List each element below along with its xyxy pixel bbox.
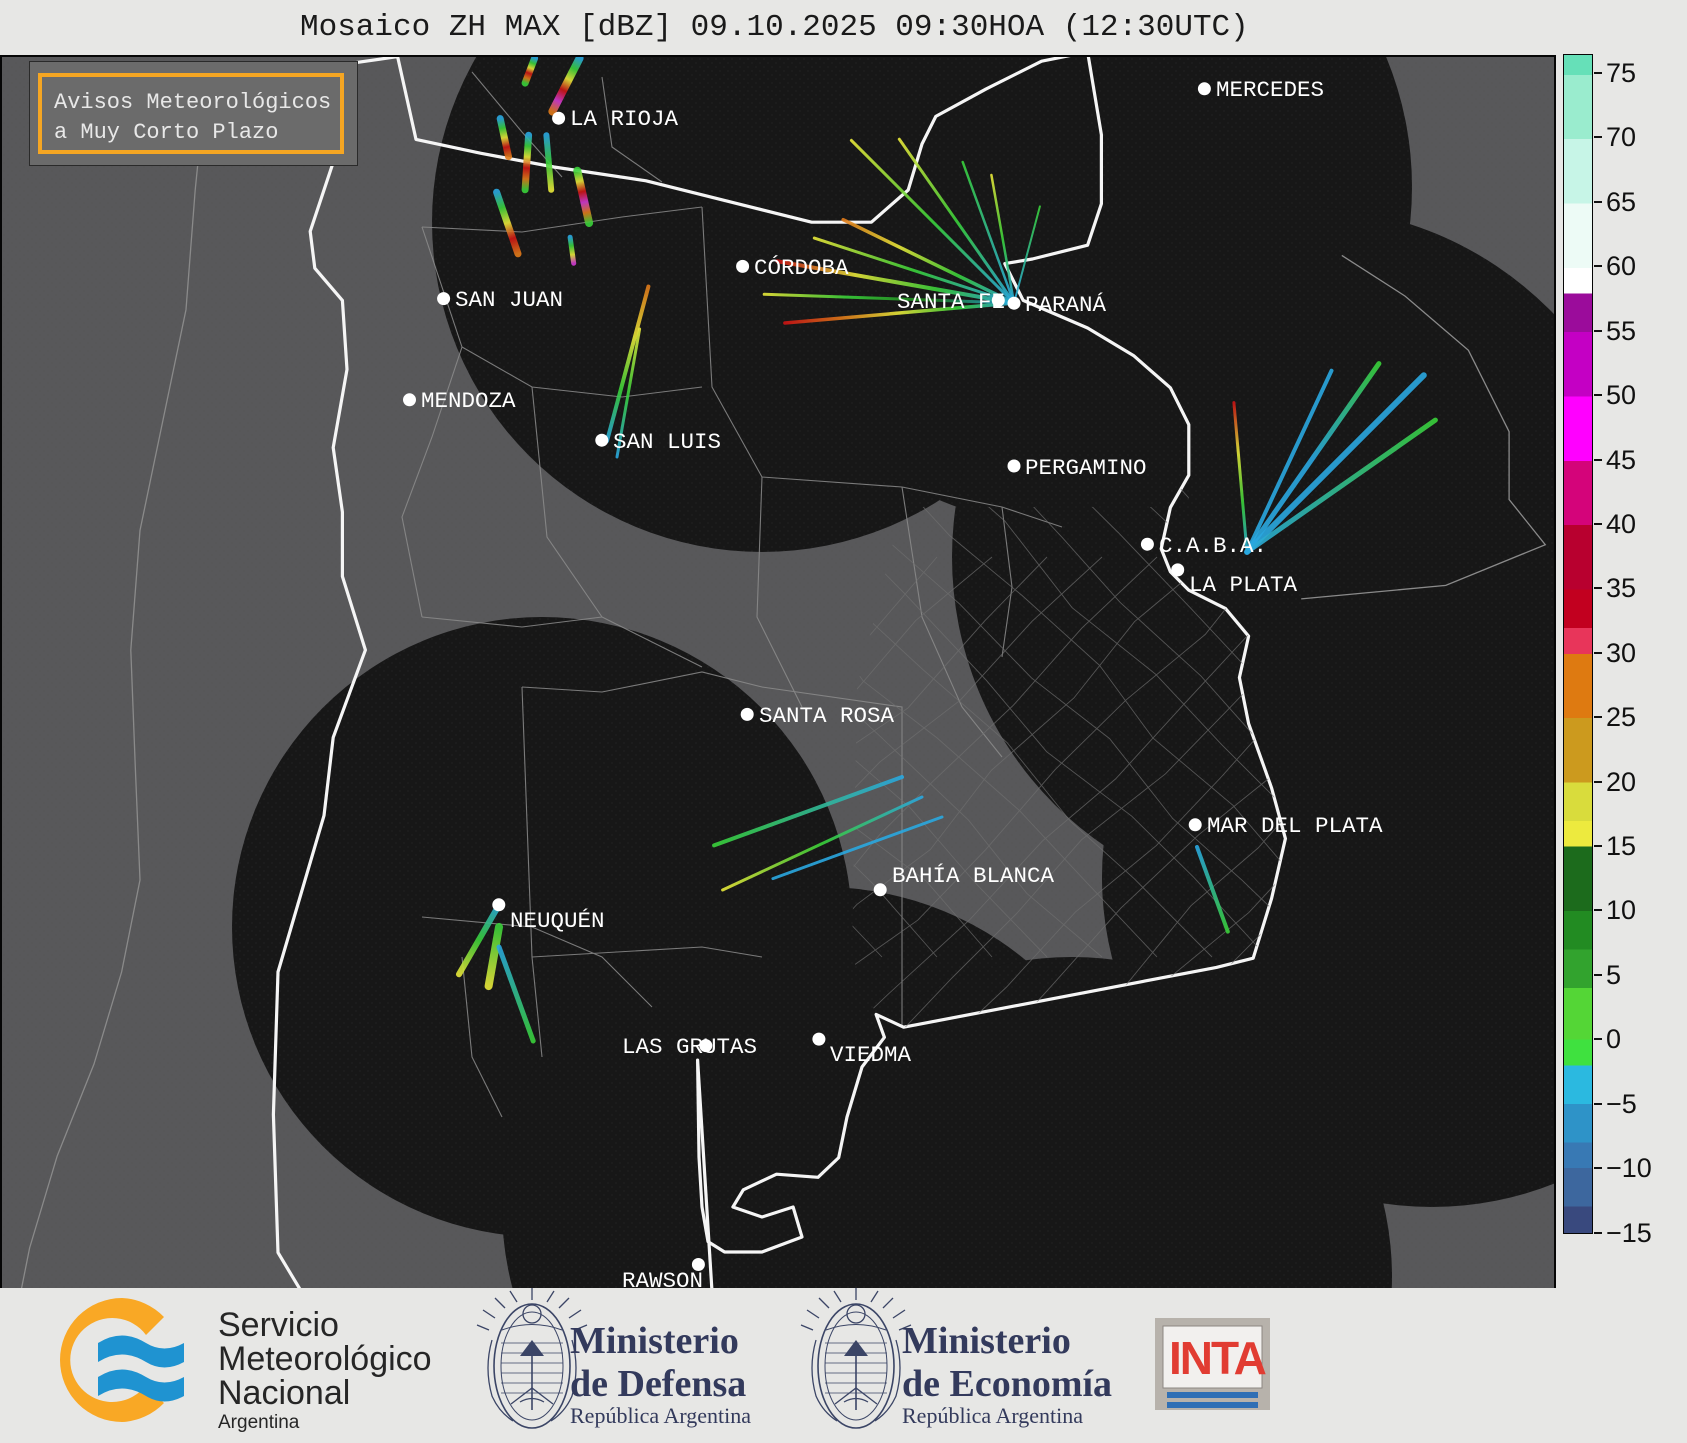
svg-text:LAS GRUTAS: LAS GRUTAS: [622, 1034, 757, 1060]
svg-text:CÓRDOBA: CÓRDOBA: [754, 255, 849, 281]
svg-text:de Economía: de Economía: [902, 1363, 1112, 1405]
svg-text:República Argentina: República Argentina: [570, 1403, 751, 1428]
svg-text:MERCEDES: MERCEDES: [1216, 77, 1324, 103]
svg-text:MAR DEL PLATA: MAR DEL PLATA: [1207, 813, 1383, 839]
svg-text:LA RIOJA: LA RIOJA: [570, 106, 679, 132]
svg-text:Servicio: Servicio: [218, 1306, 339, 1344]
svg-text:C.A.B.A.: C.A.B.A.: [1159, 533, 1267, 559]
svg-text:RAWSON: RAWSON: [622, 1268, 703, 1290]
svg-text:Nacional: Nacional: [218, 1374, 350, 1412]
svg-text:SANTA FE: SANTA FE: [897, 289, 1005, 315]
svg-text:LA PLATA: LA PLATA: [1189, 572, 1298, 598]
svg-text:SAN JUAN: SAN JUAN: [455, 287, 563, 313]
svg-text:INTA: INTA: [1169, 1332, 1266, 1384]
svg-text:BAHÍA BLANCA: BAHÍA BLANCA: [892, 863, 1055, 889]
svg-text:PARANÁ: PARANÁ: [1025, 292, 1107, 318]
svg-text:SANTA ROSA: SANTA ROSA: [759, 703, 895, 729]
svg-text:MENDOZA: MENDOZA: [421, 388, 516, 414]
svg-text:de Defensa: de Defensa: [570, 1363, 746, 1405]
svg-text:Ministerio: Ministerio: [902, 1320, 1071, 1362]
svg-text:Argentina: Argentina: [218, 1412, 300, 1433]
svg-text:Meteorológico: Meteorológico: [218, 1340, 432, 1378]
svg-text:Ministerio: Ministerio: [570, 1320, 739, 1362]
svg-text:NEUQUÉN: NEUQUÉN: [510, 908, 605, 934]
svg-text:República Argentina: República Argentina: [902, 1403, 1083, 1428]
svg-text:PERGAMINO: PERGAMINO: [1025, 455, 1147, 481]
svg-text:VIEDMA: VIEDMA: [830, 1042, 912, 1068]
svg-text:SAN LUIS: SAN LUIS: [613, 429, 721, 455]
